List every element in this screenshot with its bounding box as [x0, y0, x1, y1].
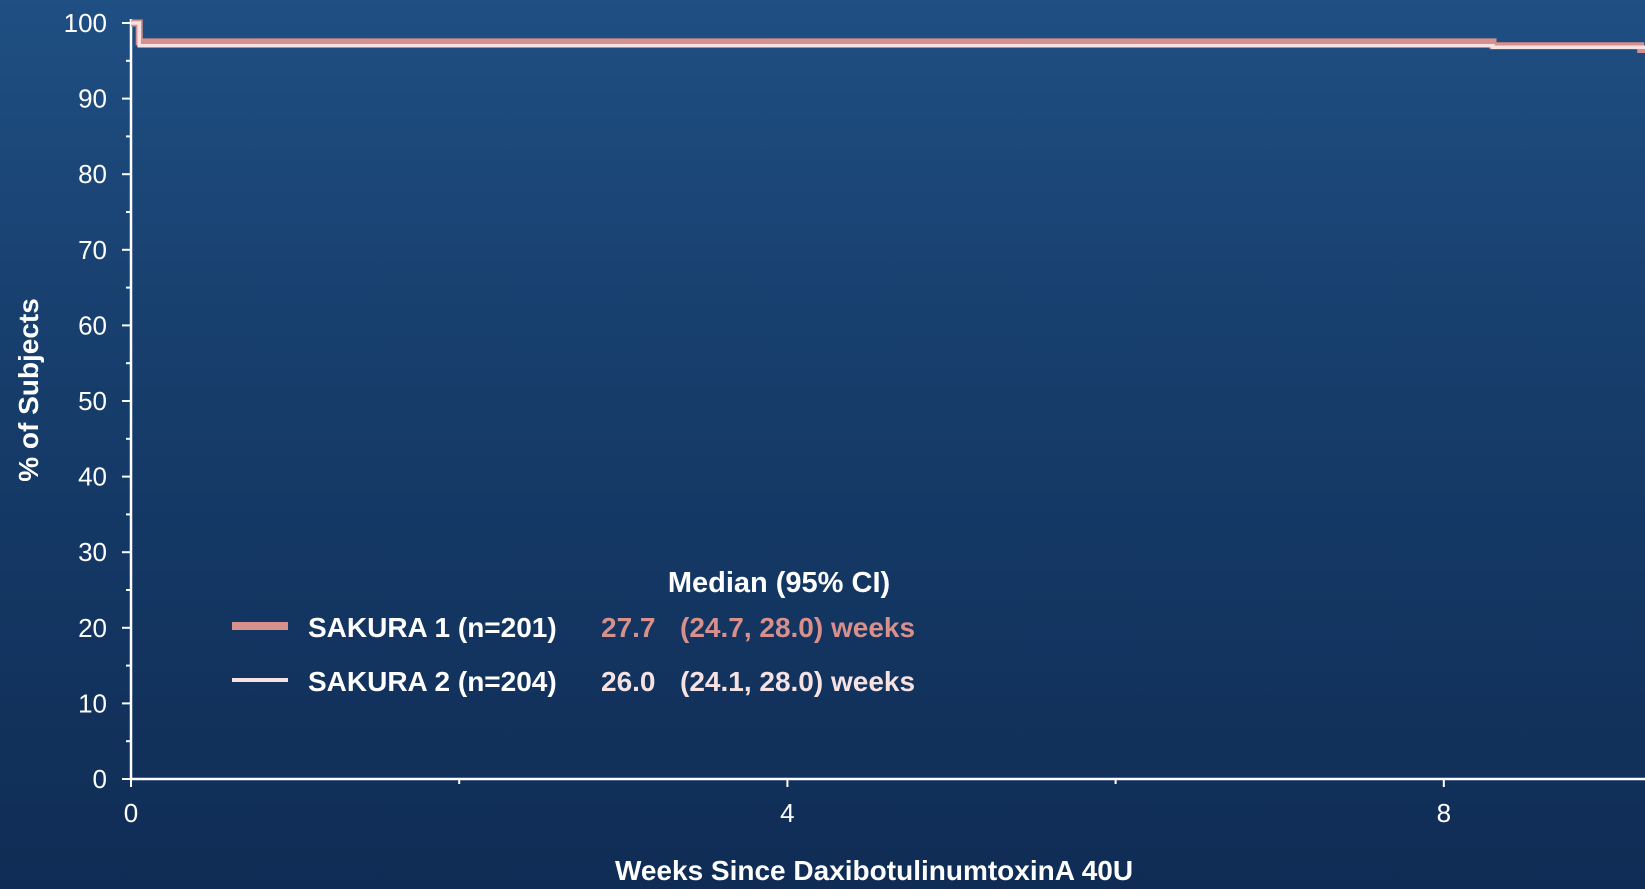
y-tick-label: 90: [78, 84, 107, 114]
legend: Median (95% CI) SAKURA 1 (n=201) 27.7 (24.…: [232, 567, 915, 697]
legend-label-sakura-1: SAKURA 1 (n=201): [308, 612, 557, 643]
y-tick-label: 0: [93, 764, 107, 794]
y-tick-label: 60: [78, 310, 107, 340]
legend-label-sakura-2: SAKURA 2 (n=204): [308, 666, 557, 697]
x-tick-label: 8: [1437, 798, 1451, 828]
y-tick-label: 50: [78, 386, 107, 416]
y-axis-label: % of Subjects: [13, 298, 44, 482]
x-tick-label: 0: [124, 798, 138, 828]
legend-header: Median (95% CI): [668, 567, 890, 599]
legend-median-sakura-1: 27.7: [601, 612, 656, 643]
y-tick-label: 20: [78, 613, 107, 643]
y-tick-label: 10: [78, 688, 107, 718]
legend-median-sakura-2: 26.0: [601, 666, 656, 697]
y-tick-label: 100: [64, 8, 107, 38]
x-axis-label: Weeks Since DaxibotulinumtoxinA 40U: [615, 855, 1133, 886]
legend-ci-sakura-2: (24.1, 28.0) weeks: [680, 666, 915, 697]
y-tick-label: 80: [78, 159, 107, 189]
legend-ci-sakura-1: (24.7, 28.0) weeks: [680, 612, 915, 643]
axes: 010203040506070809010004812162024283236: [64, 8, 1645, 828]
y-tick-label: 30: [78, 537, 107, 567]
x-tick-label: 4: [780, 798, 794, 828]
y-tick-label: 70: [78, 235, 107, 265]
y-tick-label: 40: [78, 462, 107, 492]
